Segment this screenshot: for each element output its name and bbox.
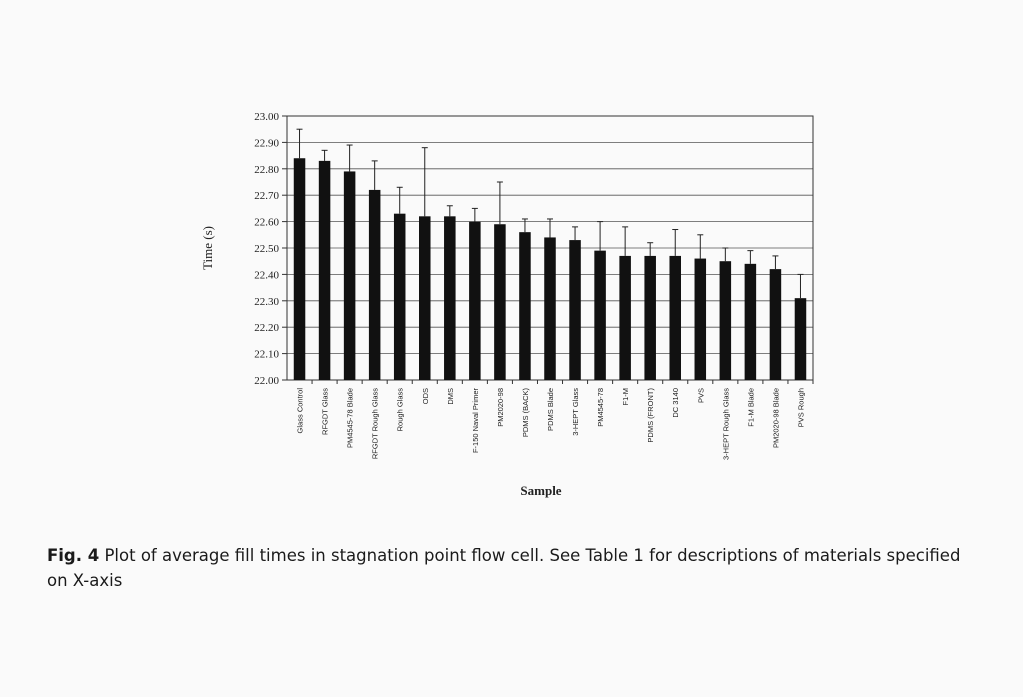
y-tick-label: 22.70 xyxy=(254,190,279,202)
x-tick-label: PM4545-78 xyxy=(596,388,605,427)
y-tick-label: 22.90 xyxy=(254,137,279,149)
y-tick-label: 22.80 xyxy=(254,164,279,176)
x-tick-label: PM2020-98 xyxy=(496,388,505,427)
bar xyxy=(343,171,356,380)
x-tick-label: PDMS Blade xyxy=(546,388,555,431)
x-tick-label: RFGDT Glass xyxy=(321,388,330,435)
x-axis-label: Sample xyxy=(520,483,561,498)
bar xyxy=(393,213,406,380)
bar xyxy=(769,269,782,380)
bar xyxy=(469,221,481,380)
bar xyxy=(494,224,506,380)
x-tick-label: DC 3140 xyxy=(671,388,680,418)
bar xyxy=(318,160,331,380)
bar xyxy=(569,240,581,380)
bar xyxy=(519,232,531,380)
x-tick-label: 3-HEPT Rough Glass xyxy=(721,388,730,460)
bar xyxy=(644,255,656,380)
bar xyxy=(719,261,732,380)
bar xyxy=(619,255,631,380)
x-tick-label: Rough Glass xyxy=(396,388,405,432)
y-tick-label: 22.40 xyxy=(254,269,279,281)
bar xyxy=(669,255,681,380)
y-axis-label: Time (s) xyxy=(200,226,215,270)
x-tick-label: Glass Control xyxy=(296,388,305,434)
y-tick-label: 22.00 xyxy=(254,375,279,387)
bar xyxy=(444,216,456,380)
x-tick-label: ODS xyxy=(421,388,430,404)
bar xyxy=(368,189,381,380)
x-tick-label: F1-M Blade xyxy=(746,388,755,427)
bar xyxy=(694,258,707,380)
y-tick-label: 22.10 xyxy=(254,349,279,361)
y-tick-label: 22.60 xyxy=(254,217,279,229)
bar xyxy=(419,216,431,380)
x-tick-labels: Glass Control RFGDT Glass PM4545-78 Blade R… xyxy=(296,387,806,459)
caption-text: Plot of average fill times in stagnation… xyxy=(47,546,961,590)
x-tick-label: PVS xyxy=(696,388,705,403)
x-tick-label: PM2020-98 Blade xyxy=(771,388,780,448)
bar xyxy=(744,263,757,380)
bar xyxy=(544,237,556,380)
x-tick-label: RFGDT Rough Glass xyxy=(371,388,380,459)
bar xyxy=(794,298,807,380)
bar xyxy=(293,158,306,380)
x-tick-label: PM4545-78 Blade xyxy=(346,388,355,448)
x-tick-label: PDMS (FRONT) xyxy=(646,387,655,442)
y-tick-label: 23.00 xyxy=(254,111,279,123)
x-tick-label: 3-HEPT Glass xyxy=(571,388,580,436)
figure-label: Fig. 4 xyxy=(47,546,100,565)
y-tick-label: 22.30 xyxy=(254,296,279,308)
x-tick-label: PDMS (BACK) xyxy=(521,387,530,437)
bars xyxy=(293,128,814,384)
x-tick-label: F-150 Naval Primer xyxy=(471,388,480,454)
bar xyxy=(594,250,606,380)
y-tick-labels: 23.00 22.90 22.80 22.70 22.60 22.50 22.40 22.30… xyxy=(254,111,279,387)
figure-caption: Fig. 4 Plot of average fill times in sta… xyxy=(47,543,977,593)
x-tick-label: F1-M xyxy=(621,388,630,406)
y-tick-label: 22.20 xyxy=(254,322,279,334)
x-tick-label: DMS xyxy=(446,388,455,405)
x-tick-label: PVS Rough xyxy=(796,388,805,427)
y-tick-label: 22.50 xyxy=(254,243,279,255)
